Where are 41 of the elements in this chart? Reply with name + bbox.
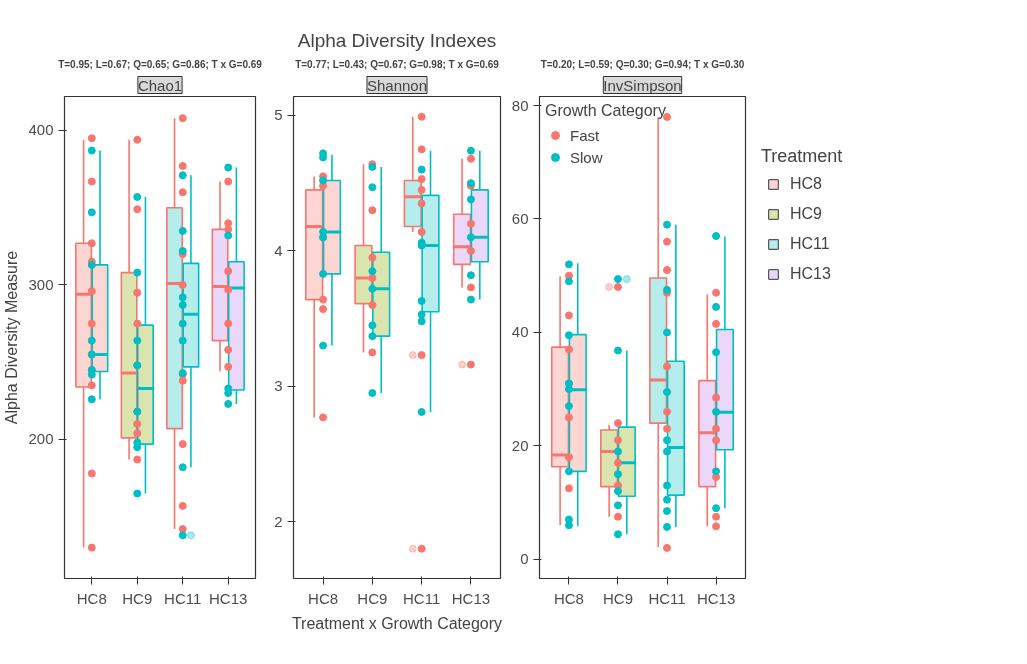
text: Alpha Diversity Indexes <box>297 29 497 51</box>
text: Treatment <box>761 146 843 167</box>
chart-subtitle: T=0.95; L=0.67; Q=0.65; G=0.86; T x G=0.69 <box>58 58 263 70</box>
legend-label: Fast <box>570 126 600 144</box>
x-tick-label: HC8 <box>308 589 339 607</box>
y-tick-label: 300 <box>28 275 54 293</box>
x-tick-label: HC13 <box>209 589 248 607</box>
x-tick-label: HC13 <box>451 589 491 607</box>
x-tick-label: HC9 <box>602 589 633 607</box>
y-tick-label: 0 <box>520 550 529 568</box>
category-label: HC8 <box>790 175 823 193</box>
x-tick-label: HC9 <box>357 589 388 607</box>
y-tick-label: 20 <box>511 436 529 454</box>
y-tick-label: 5 <box>274 106 283 124</box>
chart-subtitle: T=0.77; L=0.43; Q=0.67; G=0.98; T x G=0.69 <box>295 58 500 70</box>
category-label: HC13 <box>790 265 831 283</box>
x-tick-label: HC11 <box>403 589 441 607</box>
y-tick-label: 40 <box>511 323 529 341</box>
x-tick-label: HC11 <box>164 589 202 607</box>
category-label: HC11 <box>790 235 830 253</box>
y-tick-label: 2 <box>274 512 283 530</box>
chart-title: Chao1 <box>137 76 183 94</box>
chart-subtitle: T=0.20; L=0.59; Q=0.30; G=0.94; T x G=0.30 <box>540 58 745 70</box>
x-tick-label: HC8 <box>76 589 107 607</box>
y-tick-label: 200 <box>28 430 54 448</box>
legend-label: Slow <box>570 148 603 166</box>
y-tick-label: 80 <box>511 96 529 114</box>
x-axis-title: Treatment x Growth Category <box>291 614 503 632</box>
x-tick-label: HC9 <box>122 589 153 607</box>
chart-title: Shannon <box>366 76 428 94</box>
legend-title: Growth Category <box>545 102 666 120</box>
category-label: HC9 <box>790 205 823 223</box>
y-tick-label: 3 <box>274 377 283 395</box>
y-axis-title: Alpha Diversity Measure <box>3 250 21 425</box>
y-tick-label: 60 <box>511 209 529 227</box>
y-tick-label: 400 <box>28 121 54 139</box>
x-tick-label: HC13 <box>696 589 736 607</box>
y-tick-label: 4 <box>274 241 283 259</box>
x-tick-label: HC8 <box>553 589 584 607</box>
x-tick-label: HC11 <box>648 589 686 607</box>
chart-title: InvSimpson <box>603 76 682 94</box>
